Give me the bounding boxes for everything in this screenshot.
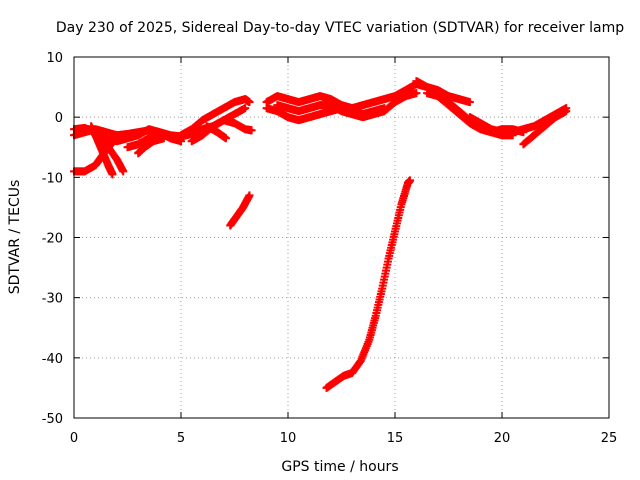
data-point [245, 191, 254, 200]
series-track-16 [322, 176, 414, 392]
y-tick-label: -20 [42, 232, 63, 247]
x-tick-label: 15 [387, 431, 404, 446]
series-track-12 [226, 191, 254, 230]
data-points [70, 77, 571, 392]
series-track-13 [262, 80, 474, 113]
y-tick-label: -40 [42, 352, 63, 367]
y-tick-label: -30 [42, 292, 63, 307]
series-track-7 [134, 134, 168, 158]
chart-title: Day 230 of 2025, Sidereal Day-to-day VTE… [56, 20, 624, 36]
y-tick-label: -50 [42, 412, 63, 427]
data-point [241, 104, 250, 113]
x-tick-label: 5 [177, 431, 185, 446]
data-point [247, 126, 256, 135]
data-point [465, 98, 474, 107]
x-tick-label: 20 [494, 431, 511, 446]
axis-ticks: 0 5 10 15 20 25 10 0 -10 -20 -30 -40 -50 [42, 51, 618, 446]
x-axis-label: GPS time / hours [281, 459, 398, 475]
data-point [412, 89, 421, 98]
data-point [562, 107, 571, 116]
data-point [405, 176, 414, 185]
data-point [221, 134, 230, 143]
data-point [119, 167, 128, 176]
x-tick-label: 10 [280, 431, 297, 446]
y-tick-label: -10 [42, 171, 63, 186]
series-track-11 [202, 122, 230, 143]
data-point [108, 170, 117, 179]
x-tick-label: 25 [601, 431, 618, 446]
series-track-20 [519, 107, 571, 149]
y-tick-label: 0 [55, 111, 63, 126]
data-point [245, 98, 254, 107]
y-axis-label: SDTVAR / TECUs [7, 180, 23, 295]
y-tick-label: 10 [46, 51, 63, 66]
data-point [159, 134, 168, 143]
series-track-8 [177, 95, 254, 140]
x-tick-label: 0 [70, 431, 78, 446]
series-track-15 [273, 89, 421, 122]
